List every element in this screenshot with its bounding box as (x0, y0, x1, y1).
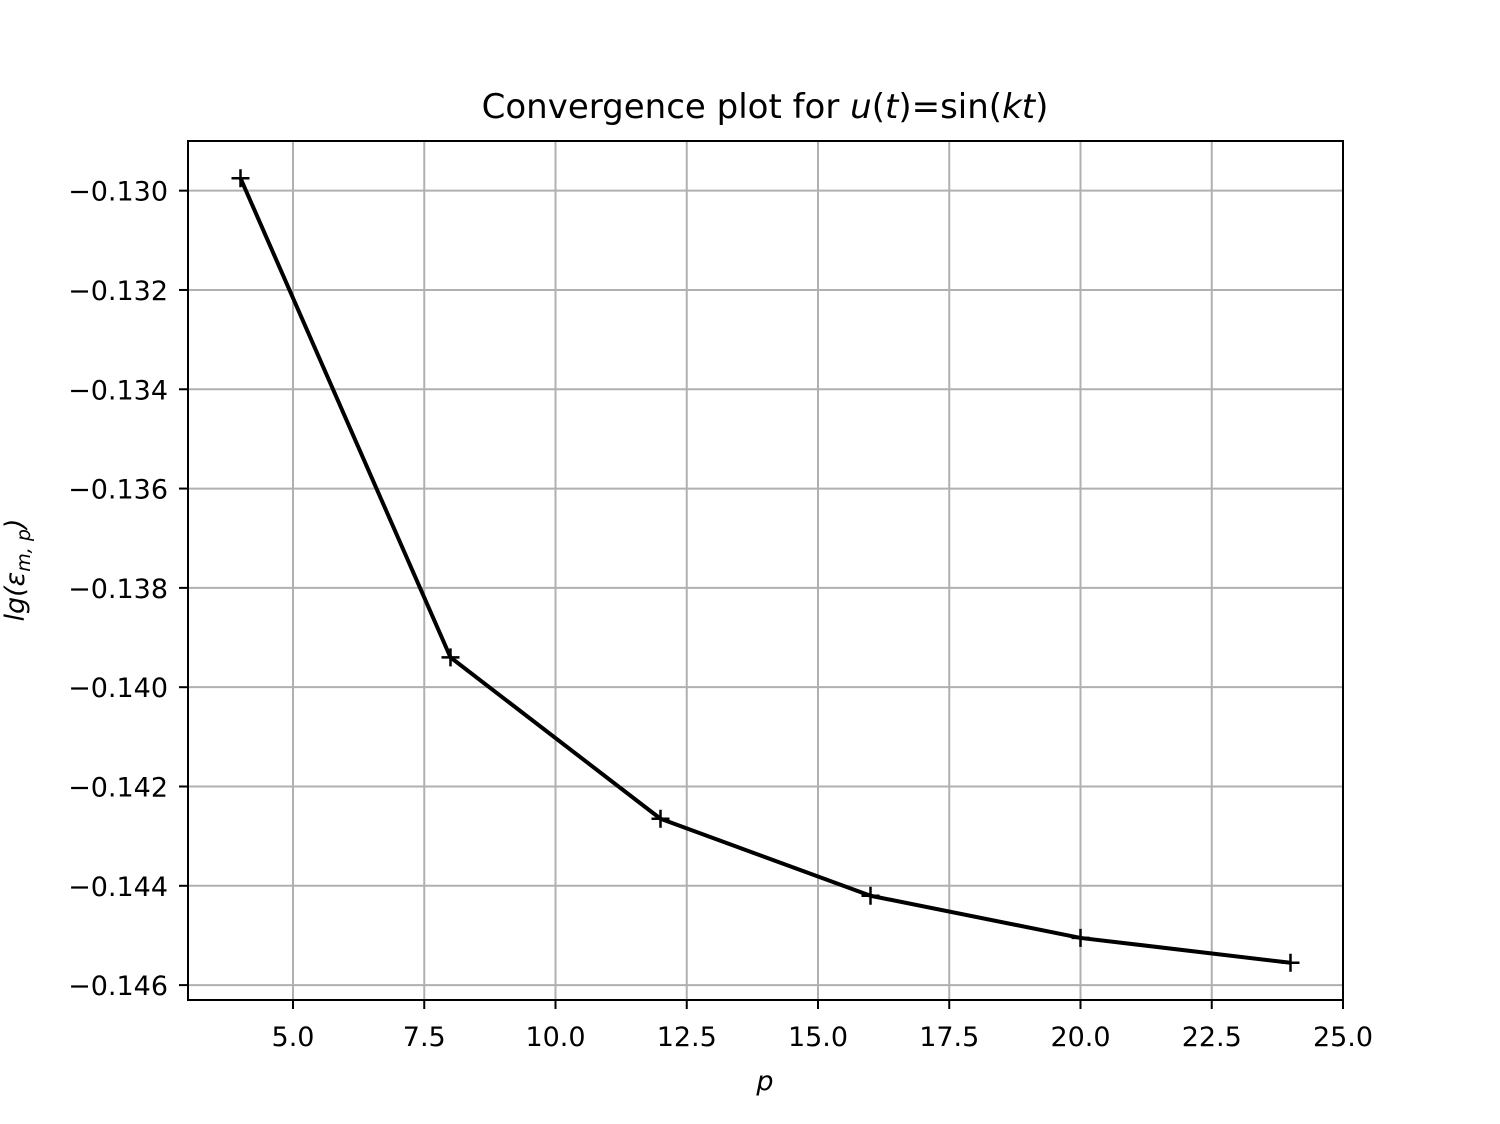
x-axis-label: p (755, 1066, 773, 1097)
ticks-layer: 5.0 7.5 10.0 12.5 15.0 17.5 20.0 22.5 25.0 −0.130… (68, 177, 1373, 1053)
data-point-marker (861, 886, 880, 905)
y-axis-label: lg(εm, p) (0, 519, 35, 622)
x-tick-label: 10.0 (525, 1022, 585, 1053)
x-tick-label: 12.5 (657, 1022, 717, 1053)
x-tick-label: 7.5 (403, 1022, 446, 1053)
x-tick-label: 20.0 (1050, 1022, 1110, 1053)
x-tick-label: 22.5 (1182, 1022, 1242, 1053)
y-tick-label: −0.144 (68, 872, 168, 903)
data-point-marker (1281, 953, 1300, 972)
y-tick-label: −0.138 (68, 574, 168, 605)
y-tick-label: −0.134 (68, 375, 168, 406)
grid-lines (188, 141, 1344, 1000)
x-tick-label: 17.5 (919, 1022, 979, 1053)
series-layer (231, 169, 1300, 972)
y-tick-label: −0.146 (68, 971, 168, 1002)
data-point-marker (651, 809, 670, 828)
y-tick-label: −0.130 (68, 177, 168, 208)
data-point-marker (231, 169, 250, 188)
y-tick-label: −0.132 (68, 276, 168, 307)
x-tick-label: 25.0 (1313, 1022, 1373, 1053)
y-tick-label: −0.140 (68, 673, 168, 704)
chart-title: Convergence plot for u(t)=sin(kt) (482, 87, 1049, 127)
x-tick-label: 5.0 (272, 1022, 315, 1053)
axes-frame (187, 140, 1344, 1001)
x-tick-label: 15.0 (788, 1022, 848, 1053)
data-point-marker (441, 648, 460, 667)
y-tick-label: −0.136 (68, 475, 168, 506)
y-tick-label: −0.142 (68, 772, 168, 803)
series-line (238, 177, 1291, 965)
data-point-marker (1071, 928, 1090, 947)
